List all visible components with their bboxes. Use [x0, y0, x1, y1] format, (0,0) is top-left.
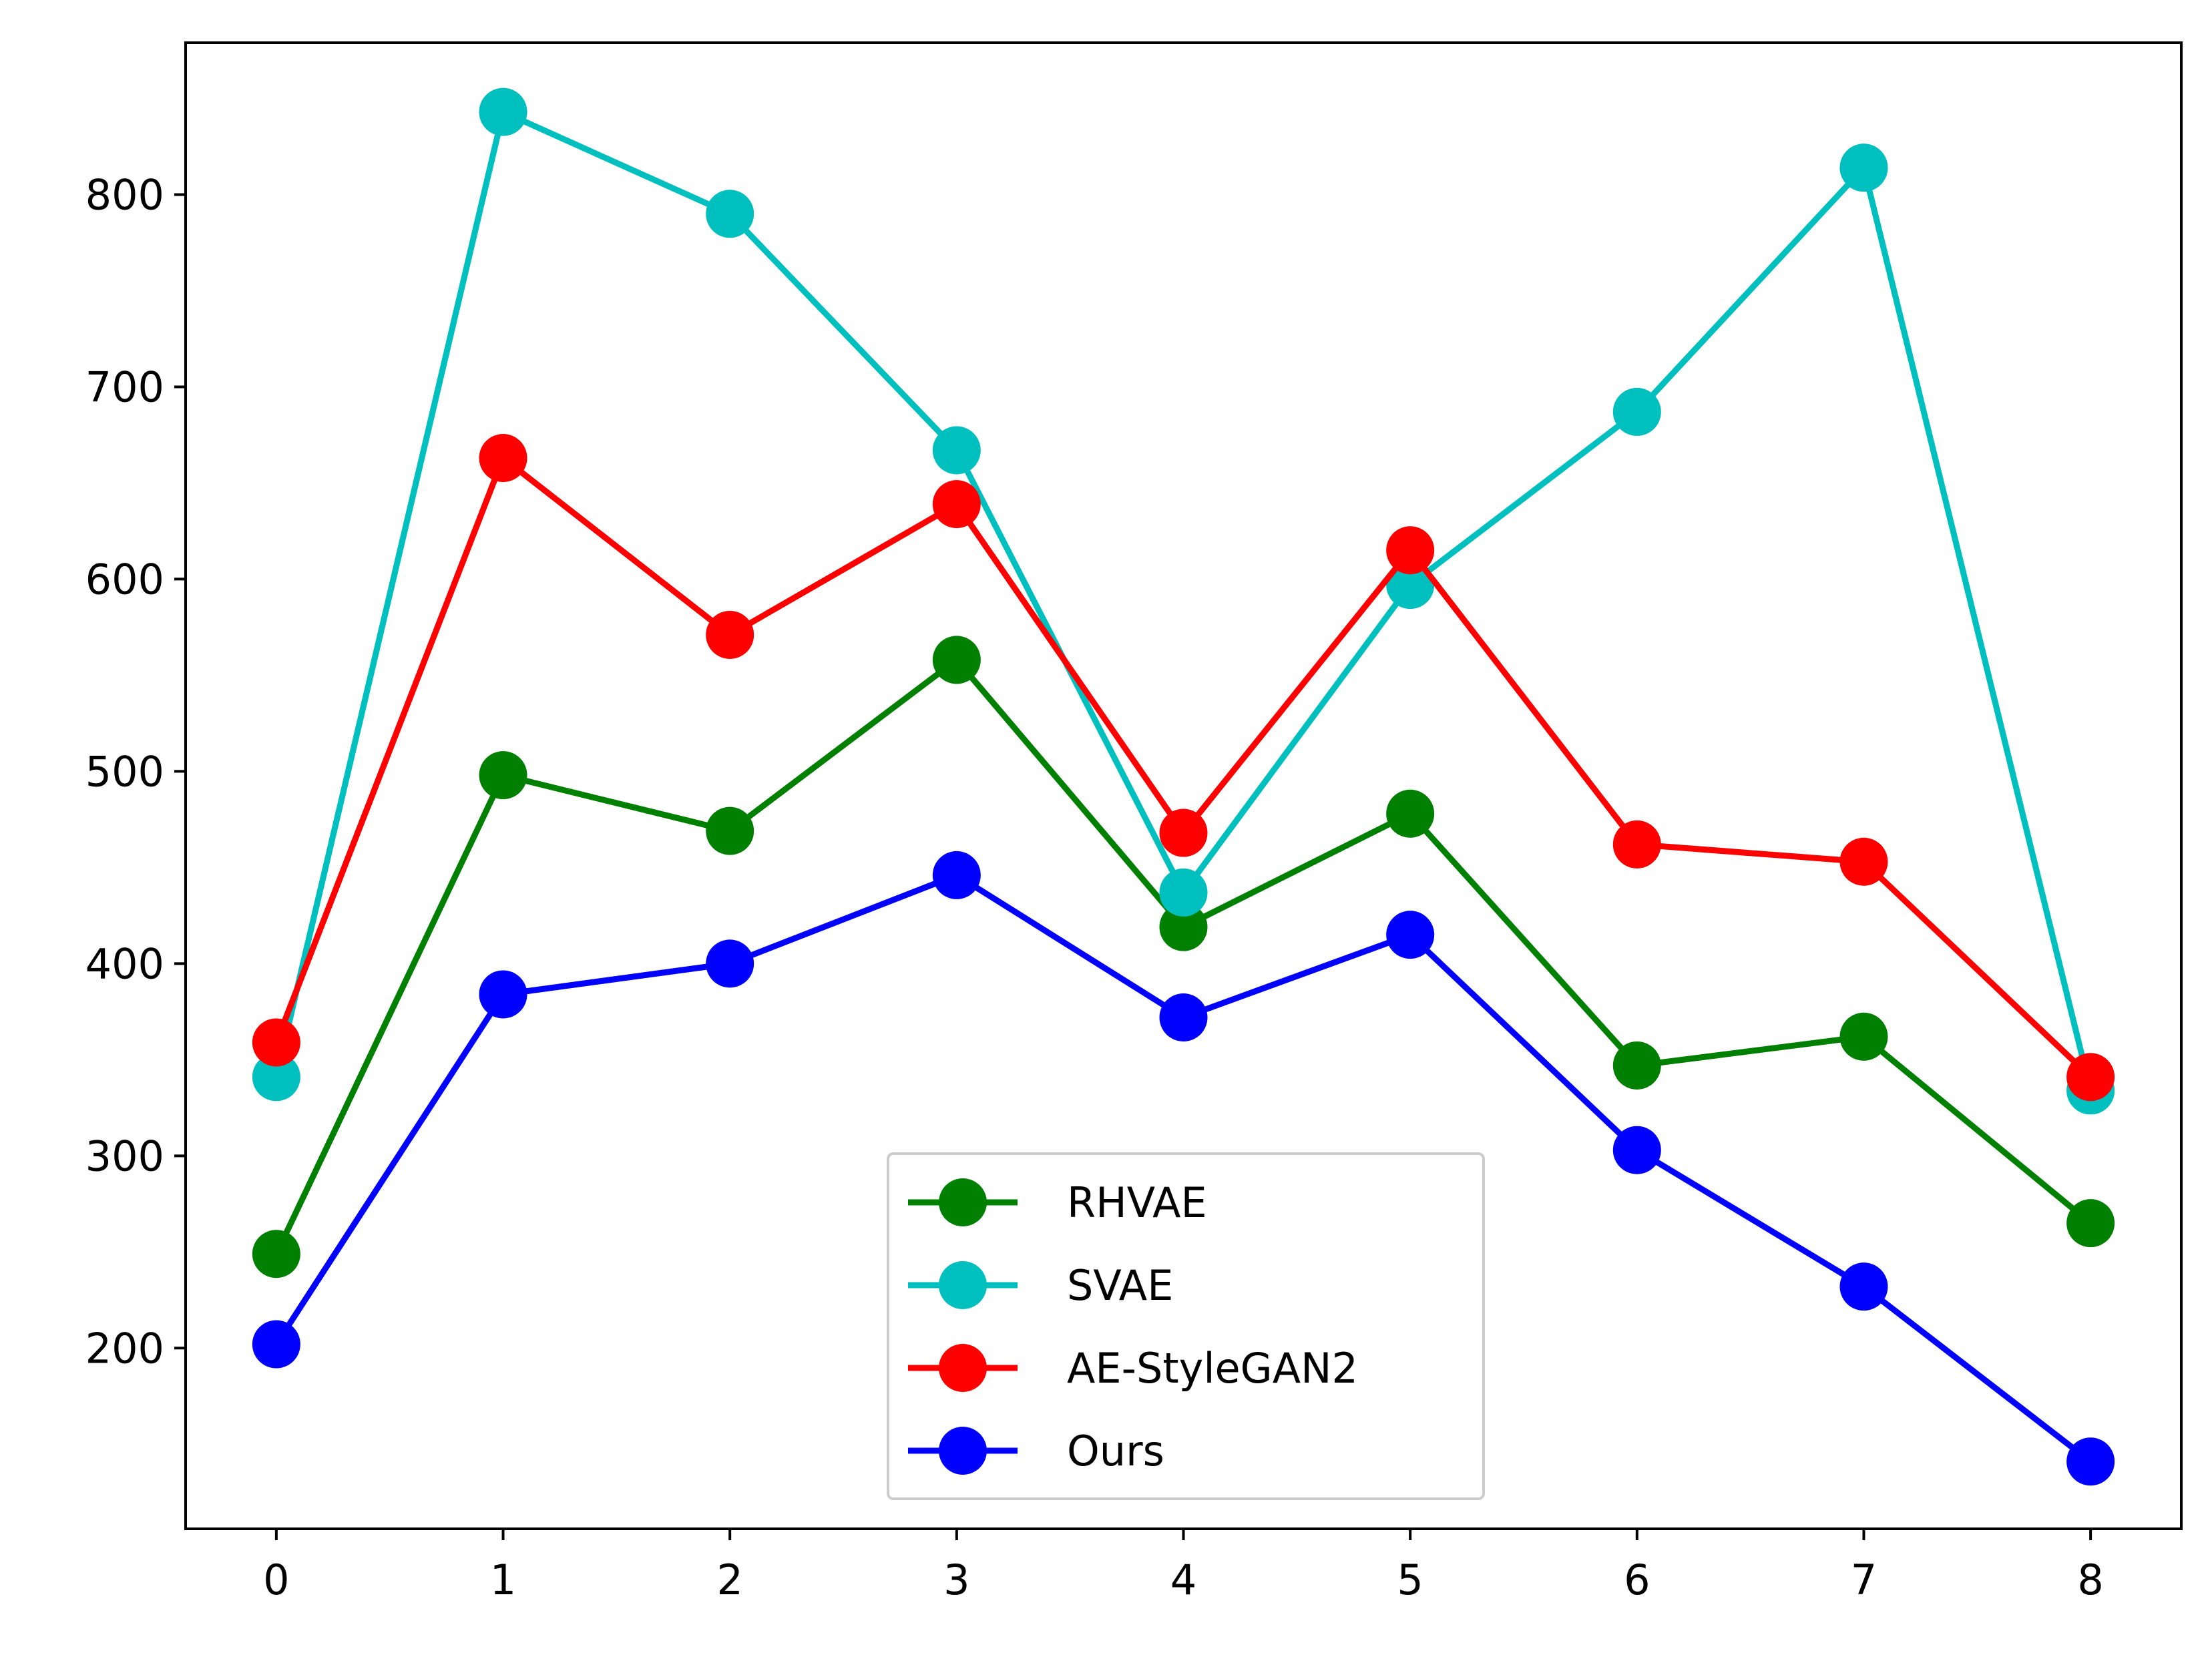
x-tick-label: 4: [1170, 1556, 1196, 1604]
data-point-svae: [252, 1053, 300, 1102]
data-point-rhvae: [1839, 1012, 1888, 1061]
data-point-svae: [479, 87, 527, 136]
data-point-ours: [252, 1320, 300, 1369]
x-tick-label: 6: [1624, 1556, 1650, 1604]
y-tick-label: 700: [85, 363, 164, 411]
data-point-ae-stylegan2: [2066, 1053, 2115, 1102]
legend-label: AE-StyleGAN2: [1067, 1344, 1358, 1393]
y-tick-label: 500: [85, 747, 164, 796]
x-tick-label: 3: [943, 1556, 969, 1604]
legend-label: Ours: [1067, 1427, 1164, 1475]
legend-marker: [939, 1178, 987, 1226]
x-tick-label: 0: [263, 1556, 289, 1604]
data-point-svae: [1386, 561, 1435, 610]
y-tick-label: 600: [85, 555, 164, 604]
data-point-rhvae: [706, 806, 754, 855]
data-point-ae-stylegan2: [706, 610, 754, 659]
data-point-ae-stylegan2: [479, 434, 527, 483]
axes-frame: [184, 41, 2183, 1530]
data-point-rhvae: [1612, 1041, 1661, 1090]
y-tick-label: 400: [85, 939, 164, 988]
y-tick-label: 800: [85, 170, 164, 219]
data-point-svae: [932, 426, 981, 475]
data-point-rhvae: [1386, 789, 1435, 838]
x-tick-label: 1: [490, 1556, 516, 1604]
legend-label: RHVAE: [1067, 1178, 1207, 1227]
data-point-ours: [706, 939, 754, 988]
y-tick-label: 300: [85, 1132, 164, 1180]
data-point-ours: [479, 970, 527, 1019]
data-point-ae-stylegan2: [1839, 837, 1888, 886]
data-point-svae: [706, 190, 754, 238]
legend-entry-rhvae: RHVAE: [908, 1178, 1207, 1227]
legend-box: [887, 1152, 1485, 1500]
plot-area: [252, 87, 2115, 1486]
data-point-ae-stylegan2: [1386, 526, 1435, 575]
data-point-svae: [1159, 868, 1208, 917]
legend-entry-svae: SVAE: [908, 1261, 1173, 1310]
legend-marker: [939, 1261, 987, 1309]
legend-marker: [939, 1427, 987, 1475]
data-point-ours: [1612, 1126, 1661, 1174]
series-ae-stylegan2: [252, 434, 2115, 1102]
legend-marker: [939, 1344, 987, 1392]
x-tick-label: 7: [1851, 1556, 1877, 1604]
legend-entry-ours: Ours: [908, 1427, 1164, 1475]
data-point-ae-stylegan2: [1159, 808, 1208, 857]
data-point-rhvae: [1159, 903, 1208, 951]
data-point-svae: [1839, 144, 1888, 192]
y-axis: 200 300 400 500 600 700 800: [85, 170, 186, 1373]
data-point-rhvae: [2066, 1199, 2115, 1248]
y-tick-label: 200: [85, 1324, 164, 1373]
data-point-ours: [932, 851, 981, 899]
series-ours: [252, 851, 2115, 1486]
data-point-ours: [2066, 1437, 2115, 1486]
data-point-ae-stylegan2: [252, 1018, 300, 1067]
data-point-ae-stylegan2: [1612, 820, 1661, 869]
x-tick-label: 8: [2077, 1556, 2103, 1604]
x-tick-label: 2: [716, 1556, 742, 1604]
data-point-ours: [1386, 911, 1435, 959]
data-point-svae: [1612, 387, 1661, 436]
legend: RHVAE SVAE AE-StyleGAN2 Ours: [887, 1152, 1485, 1500]
series-rhvae: [252, 636, 2115, 1278]
data-point-ae-stylegan2: [932, 480, 981, 529]
data-point-ours: [1159, 993, 1208, 1042]
data-point-rhvae: [252, 1230, 300, 1278]
data-point-rhvae: [932, 636, 981, 684]
legend-entry-ae-stylegan2: AE-StyleGAN2: [908, 1344, 1358, 1393]
x-axis: 0 1 2 3 4 5 6 7 8: [263, 1529, 2104, 1604]
x-tick-label: 5: [1397, 1556, 1423, 1604]
data-point-ours: [1839, 1262, 1888, 1311]
data-point-rhvae: [479, 751, 527, 800]
legend-label: SVAE: [1067, 1261, 1173, 1310]
